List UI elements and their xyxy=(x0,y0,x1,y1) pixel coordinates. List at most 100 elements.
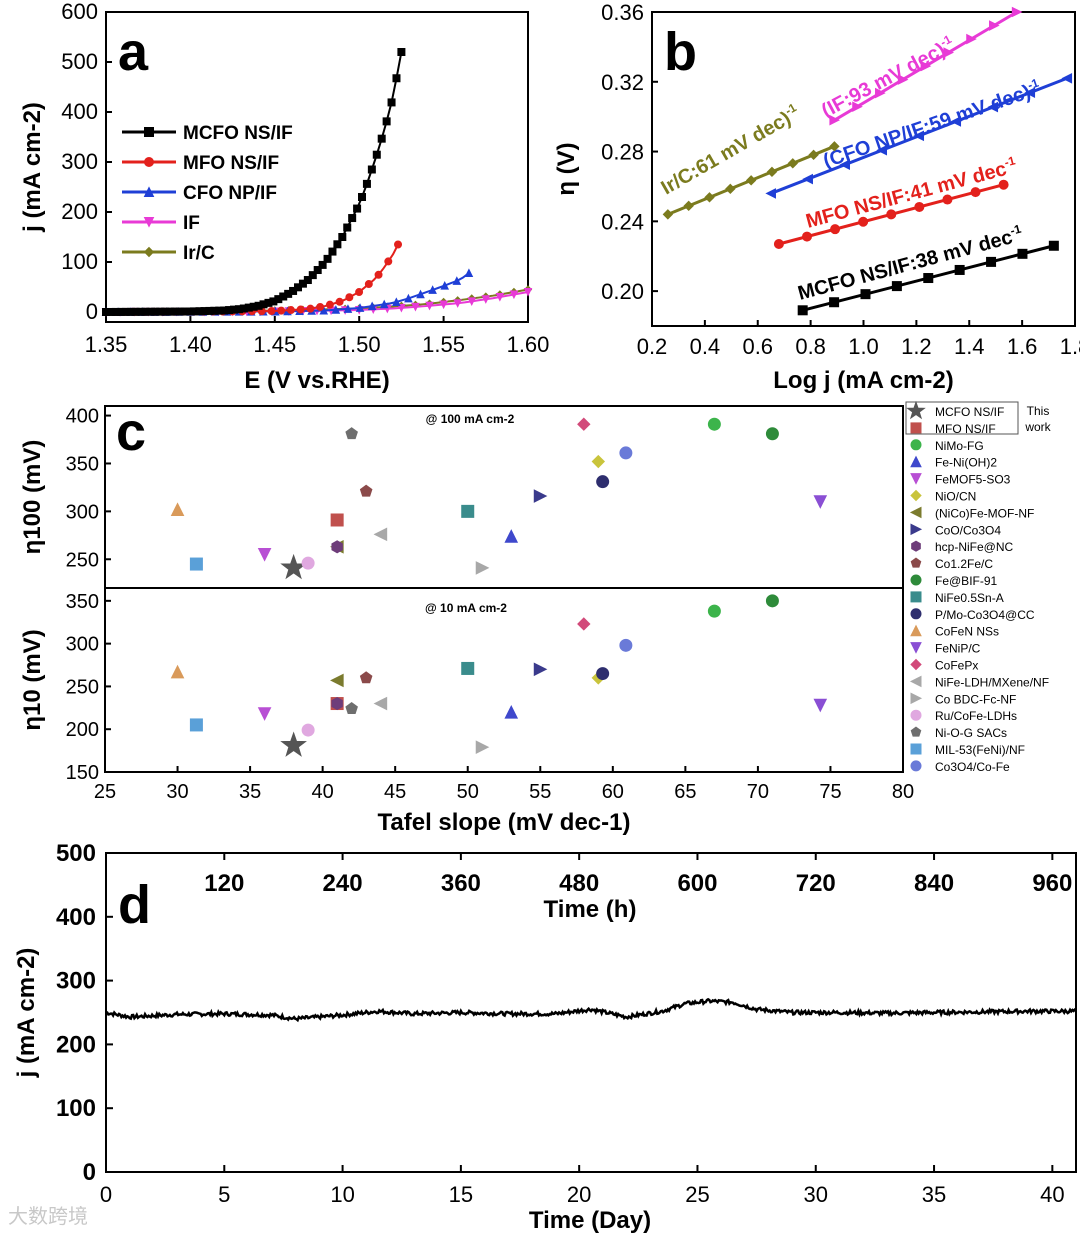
scatter-point-bottom xyxy=(707,604,721,618)
point-FeNiP/C xyxy=(813,495,828,713)
legend-label: Fe-Ni(OH)2 xyxy=(935,456,997,470)
point-NiFe-LDH/MXene/NF xyxy=(373,527,388,711)
data-point xyxy=(333,240,342,249)
y-tick-label: 300 xyxy=(66,501,99,523)
data-point xyxy=(308,271,317,280)
data-point xyxy=(913,130,925,142)
data-point xyxy=(773,239,784,250)
legend-marker xyxy=(910,642,922,654)
y-tick-label: 200 xyxy=(66,719,99,741)
data-point xyxy=(829,114,841,126)
data-point xyxy=(765,188,776,199)
data-point xyxy=(509,290,519,300)
x2-tick-label: 600 xyxy=(677,870,717,897)
panel-letter: a xyxy=(118,22,149,82)
legend-label: Ru/CoFe-LDHs xyxy=(935,709,1017,723)
data-point xyxy=(382,117,391,126)
data-point xyxy=(367,301,377,311)
legend-marker xyxy=(910,591,922,603)
scatter-point-top xyxy=(619,446,633,460)
x-tick-label: 0.2 xyxy=(637,334,668,359)
x-tick-label: 25 xyxy=(685,1182,709,1207)
data-point xyxy=(372,150,381,159)
legend-marker xyxy=(143,246,155,258)
legend-label: FeNiP/C xyxy=(935,642,981,656)
x-tick-label: 0.8 xyxy=(795,334,826,359)
x-tick-label: 1.8 xyxy=(1060,334,1080,359)
y-tick-label: 0.24 xyxy=(601,209,644,234)
point-NiMo-FG xyxy=(707,417,721,618)
data-point xyxy=(481,295,491,304)
panel-a-frame xyxy=(105,11,529,323)
x-tick-label: 60 xyxy=(602,781,624,803)
data-point xyxy=(267,307,276,316)
x2-tick-label: 480 xyxy=(559,870,599,897)
legend-marker xyxy=(144,157,154,167)
legend-marker xyxy=(910,624,922,637)
point-FeMOF5-SO3 xyxy=(257,547,272,721)
point-Fe-Ni(OH)2 xyxy=(504,529,519,719)
point-Co1.2Fe/C xyxy=(359,484,373,684)
legend-label: NiO/CN xyxy=(935,490,976,504)
legend-marker xyxy=(910,455,922,468)
panel-letter: b xyxy=(664,22,697,82)
y-tick-label: 600 xyxy=(61,0,98,24)
data-point xyxy=(970,187,981,198)
data-point xyxy=(943,47,955,58)
data-point xyxy=(875,87,886,99)
data-point xyxy=(338,233,347,241)
legend-marker xyxy=(909,506,922,519)
x2-tick-label: 240 xyxy=(323,870,363,897)
point-Co3O4/Co-Fe xyxy=(619,446,633,652)
x-tick-label: 40 xyxy=(1040,1182,1064,1207)
point-MCFO NS/IF xyxy=(280,553,307,757)
x-axis-label: Tafel slope (mV dec-1) xyxy=(378,809,631,836)
data-point xyxy=(829,141,840,152)
scatter-point-bottom xyxy=(461,661,475,675)
legend-label: MFO NS/IF xyxy=(935,422,996,436)
scatter-point-top xyxy=(591,454,606,469)
scatter-point-bottom xyxy=(331,696,343,711)
data-point xyxy=(987,101,999,113)
y-tick-label: 200 xyxy=(56,1031,96,1058)
data-point xyxy=(766,166,778,178)
x-tick-label: 0 xyxy=(100,1182,112,1207)
scatter-point-top xyxy=(301,556,315,570)
legend-label: MCFO NS/IF xyxy=(935,405,1004,419)
data-point xyxy=(439,300,448,310)
scatter-point-bottom xyxy=(170,664,185,679)
scatter-point-bottom xyxy=(345,702,358,715)
legend: MCFO NS/IF MFO NS/IF NiMo-FG Fe-Ni(OH)2 FeMO… xyxy=(905,400,1052,774)
scatter-point-bottom xyxy=(373,696,388,711)
x2-tick-label: 720 xyxy=(796,870,836,897)
x-tick-label: 1.0 xyxy=(848,334,879,359)
panel-d: 0 5 10 15 20 25 30 35 40 120 240 360 480 600 720 840 960… xyxy=(13,840,1077,1234)
x-tick-label: 70 xyxy=(747,781,769,803)
y-tick-label: 300 xyxy=(56,968,96,995)
data-point xyxy=(343,304,353,313)
point-NiFe0.5Sn-A xyxy=(461,504,475,675)
legend-marker xyxy=(910,422,922,434)
legend-marker xyxy=(910,726,922,737)
data-point xyxy=(797,305,808,316)
data-point xyxy=(353,204,362,213)
data-point xyxy=(891,281,902,292)
data-point xyxy=(440,280,450,290)
data-point xyxy=(428,285,437,294)
data-point xyxy=(801,231,812,242)
data-point xyxy=(453,299,462,308)
data-point xyxy=(942,194,953,205)
data-point xyxy=(392,297,401,306)
legend-marker xyxy=(910,760,922,772)
x-tick-label: 15 xyxy=(449,1182,473,1207)
x-tick-label: 80 xyxy=(892,781,914,803)
data-point xyxy=(325,300,334,309)
scatter-point-bottom xyxy=(504,704,519,719)
legend-label: CFO NP/IF xyxy=(183,183,277,204)
y-axis-label-top: η100 (mV) xyxy=(19,440,46,555)
point-Fe@BIF-91 xyxy=(765,427,779,608)
x2-tick-label: 360 xyxy=(441,870,481,897)
x-tick-label: 1.60 xyxy=(507,332,550,357)
data-point xyxy=(876,144,888,156)
y-tick-label: 400 xyxy=(56,904,96,931)
